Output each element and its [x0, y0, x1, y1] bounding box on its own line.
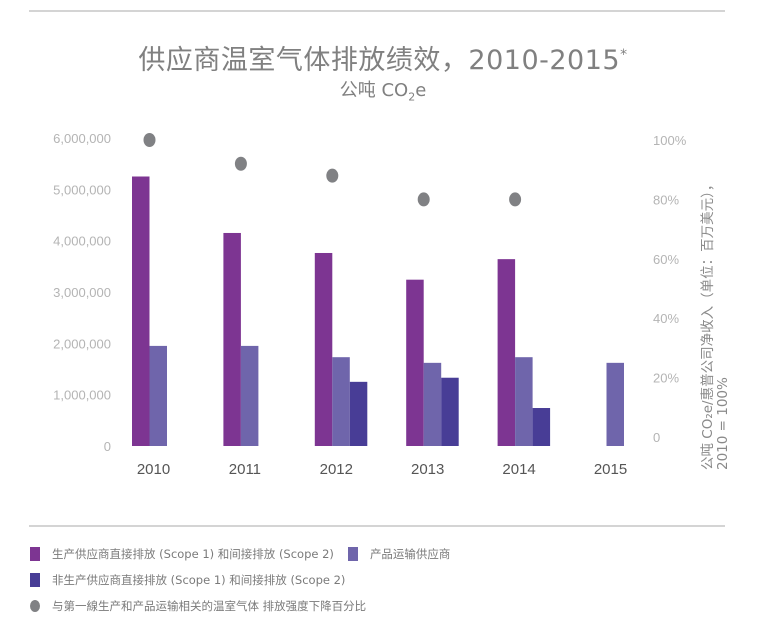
y2-tick-label: 0 — [653, 430, 660, 445]
legend-item-nonproduction: 非生产供应商直接排放 (Scope 1) 和间接排放 (Scope 2) — [30, 572, 345, 588]
intensity-dot-2013 — [417, 192, 430, 207]
subtitle-prefix: 公吨 CO — [339, 80, 409, 101]
bar-2014-series-3 — [532, 408, 551, 446]
bar-2015-series-2 — [606, 362, 624, 446]
chart-title-text: 供应商温室气体排放绩效，2010-2015 — [138, 45, 621, 76]
y-tick-label: 2,000,000 — [53, 336, 111, 351]
x-axis: 2010 2011 2012 2013 2014 2015 — [137, 461, 627, 478]
bar-2010-series-1 — [132, 176, 150, 446]
x-tick-label: 2011 — [229, 461, 261, 478]
legend-label-production: 生产供应商直接排放 (Scope 1) 和间接排放 (Scope 2) — [52, 547, 334, 561]
intensity-dot-2012 — [326, 168, 339, 183]
x-tick-label: 2014 — [502, 461, 535, 478]
intensity-dot-2011 — [234, 156, 247, 171]
x-tick-label: 2010 — [137, 461, 170, 478]
bars — [132, 176, 624, 446]
legend-swatch-production — [30, 547, 40, 561]
intensity-dots — [143, 133, 522, 207]
bar-2014-series-1 — [497, 259, 516, 446]
y-tick-label: 0 — [104, 439, 111, 454]
title-footnote-marker: * — [620, 47, 628, 63]
legend-item-production: 生产供应商直接排放 (Scope 1) 和间接排放 (Scope 2) 产品运输… — [30, 546, 450, 562]
y2-tick-label: 60% — [653, 252, 679, 267]
y-tick-label: 1,000,000 — [53, 388, 111, 403]
legend-label-transport: 产品运输供应商 — [369, 547, 451, 561]
y2-tick-label: 100% — [653, 133, 687, 148]
subtitle-suffix: e — [415, 80, 427, 101]
x-tick-label: 2012 — [320, 461, 353, 478]
y2-axis-title-line2: 2010 = 100% — [715, 377, 731, 470]
bar-2011-series-2 — [240, 345, 259, 446]
legend-item-intensity: 与第一線生产和产品运输相关的温室气体 排放强度下降百分比 — [30, 598, 366, 614]
legend-label-intensity: 与第一線生产和产品运输相关的温室气体 排放强度下降百分比 — [52, 599, 367, 613]
bar-2010-series-2 — [149, 345, 167, 446]
y-tick-label: 6,000,000 — [53, 131, 111, 146]
y-tick-label: 4,000,000 — [53, 234, 111, 249]
x-tick-label: 2015 — [594, 461, 627, 478]
bar-2011-series-1 — [223, 232, 241, 446]
chart-subtitle: 公吨 CO2e — [0, 76, 766, 104]
legend-dot-intensity — [30, 600, 40, 612]
y2-tick-label: 20% — [653, 371, 679, 386]
bar-2014-series-2 — [515, 357, 533, 446]
top-divider — [29, 10, 725, 12]
legend-label-nonproduction: 非生产供应商直接排放 (Scope 1) 和间接排放 (Scope 2) — [52, 573, 346, 587]
intensity-dot-2014 — [509, 192, 522, 207]
legend-swatch-nonproduction — [30, 573, 40, 587]
bar-2013-series-3 — [441, 377, 459, 446]
y2-tick-label: 80% — [653, 192, 679, 207]
y-axis-right: 0 20% 40% 60% 80% 100% — [653, 133, 687, 445]
bar-2012-series-1 — [314, 252, 333, 446]
bottom-divider — [29, 525, 725, 527]
y2-tick-label: 40% — [653, 311, 679, 326]
bar-2013-series-2 — [423, 362, 442, 446]
legend-swatch-transport — [347, 547, 358, 561]
bar-2013-series-1 — [406, 279, 424, 446]
chart-plot: 0 1,000,000 2,000,000 3,000,000 4,000,000 5,0… — [53, 131, 731, 478]
bar-2012-series-3 — [349, 381, 368, 446]
chart-title: 供应商温室气体排放绩效，2010-2015* — [0, 38, 766, 77]
x-tick-label: 2013 — [411, 461, 444, 478]
bar-2012-series-2 — [332, 357, 350, 446]
intensity-dot-2010 — [143, 133, 156, 147]
y-tick-label: 5,000,000 — [53, 182, 111, 197]
y-tick-label: 3,000,000 — [53, 285, 111, 300]
subtitle-subscript: 2 — [408, 90, 416, 104]
y2-axis-title-line1: 公吨 CO₂e/惠普公司净收入（单位：百万美元）， — [700, 178, 716, 470]
y2-axis-title: 公吨 CO₂e/惠普公司净收入（单位：百万美元）， 2010 = 100% — [700, 178, 731, 470]
y-axis-left: 0 1,000,000 2,000,000 3,000,000 4,000,000 5,0… — [53, 131, 111, 454]
